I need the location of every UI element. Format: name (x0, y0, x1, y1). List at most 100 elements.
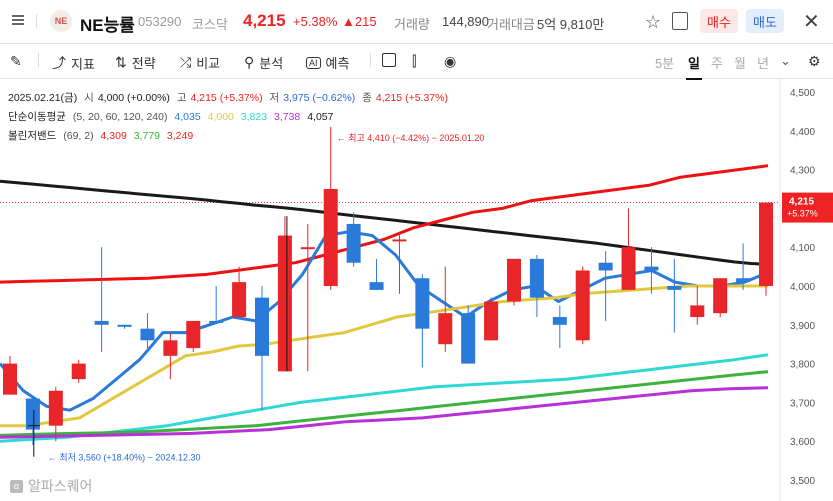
compare-label: 비교 (196, 56, 221, 71)
last-price-label: 4,215 (789, 197, 814, 208)
market-label: 코스닥 (192, 17, 228, 32)
bb-upper-value: 4,309 (100, 130, 127, 142)
candle-body (461, 313, 476, 364)
candle-body (690, 305, 705, 318)
min-annotation: ← 최저 3,560 (+18.40%) − 2024.12.30 (48, 453, 201, 463)
y-tick-label: 3,600 (790, 437, 815, 448)
change-pct: +5.38% (293, 14, 338, 29)
ma-label: 단순이동평균 (8, 111, 66, 123)
indicator-button[interactable]: ⤴ 지표 (52, 53, 95, 73)
camera-icon[interactable]: ◉ (444, 53, 457, 69)
candle-body (644, 266, 659, 271)
period-week[interactable]: 주 (711, 56, 723, 71)
y-tick-label: 3,900 (790, 321, 815, 332)
close-icon[interactable]: ✕ (803, 11, 820, 33)
gear-icon[interactable]: ⚙ (808, 53, 821, 69)
ma5-value: 4,035 (174, 111, 201, 123)
candle-body (598, 262, 613, 271)
stock-name[interactable]: NE능률 (80, 16, 135, 35)
candle-body (392, 239, 407, 242)
indicator-label: 지표 (71, 56, 95, 72)
bb-label: 볼린저밴드 (8, 130, 57, 142)
candle-body (621, 247, 636, 290)
buy-button[interactable]: 매수 (700, 9, 738, 33)
ma120-line (0, 386, 769, 439)
bb-upper-line (0, 164, 769, 284)
info-date: 2025.02.21(금) (8, 92, 78, 104)
candle-body (369, 282, 384, 290)
candle-body (507, 258, 521, 302)
candle-body (163, 340, 178, 356)
chevron-down-icon[interactable]: ⌄ (780, 53, 791, 68)
period-day[interactable]: 일 (686, 53, 702, 80)
candle-body (209, 320, 224, 323)
y-tick-label: 3,700 (790, 398, 815, 409)
close-value: 4,215 (+5.37%) (375, 92, 448, 104)
ma240-value: 4,057 (307, 111, 334, 123)
candle-body (346, 223, 361, 263)
bb-info: 볼린저밴드 (69, 2) 4,309 3,779 3,249 (8, 128, 197, 143)
ohlc-info: 2025.02.21(금) 시 4,000 (+0.00%) 고 4,215 (+5… (8, 90, 452, 105)
period-5min[interactable]: 5분 (655, 56, 675, 71)
candle-body (759, 202, 773, 286)
y-tick-label: 3,800 (790, 360, 815, 371)
list-icon[interactable] (10, 12, 26, 28)
open-label: 시 (84, 92, 94, 104)
square-icon[interactable] (382, 53, 396, 67)
ma-info: 단순이동평균 (5, 20, 60, 120, 240) 4,035 4,000… (8, 109, 337, 124)
watermark-text: 알파스퀘어 (28, 478, 93, 494)
last-pct-label: +5.37% (787, 209, 818, 219)
ma60-line (0, 353, 769, 443)
sell-button[interactable]: 매도 (746, 9, 784, 33)
strategy-icon: ⇅ (115, 54, 127, 70)
period-year[interactable]: 년 (757, 56, 769, 71)
period-month[interactable]: 월 (734, 56, 746, 71)
candle-body (232, 282, 247, 318)
candle-body (300, 247, 315, 250)
y-tick-label: 4,100 (790, 243, 815, 254)
candle-body (438, 313, 453, 345)
candle-body (3, 363, 17, 395)
clipboard-icon[interactable] (672, 12, 688, 30)
volume-value: 144,890 (442, 14, 489, 29)
y-tick-label: 3,500 (790, 476, 815, 487)
compare-button[interactable]: ⤮ 비교 (180, 53, 220, 72)
y-tick-label: 4,500 (790, 88, 815, 99)
close-label: 종 (362, 92, 372, 104)
low-label: 저 (269, 92, 280, 104)
last-price-tag (782, 192, 833, 223)
y-tick-label: 4,000 (790, 282, 815, 293)
ma60-value: 3,823 (240, 111, 268, 123)
open-value: 4,000 (+0.00%) (97, 92, 170, 104)
candle-icon[interactable]: ⫿ (412, 53, 417, 69)
bb-params: (69, 2) (63, 130, 94, 142)
divider (38, 53, 39, 67)
amount-value: 5억 9,810만 (537, 17, 605, 32)
candle-body (323, 189, 338, 286)
strategy-button[interactable]: ⇅ 전략 (115, 53, 156, 72)
ma120-value: 3,738 (274, 111, 301, 123)
high-value: 4,215 (+5.37%) (190, 92, 263, 104)
price-chart[interactable]: 4,5004,4004,3004,2004,1004,0003,9003,800… (0, 78, 833, 501)
candle-body (667, 286, 682, 290)
high-label: 고 (176, 92, 187, 104)
max-annotation: ← 최고 4,410 (−4.42%) − 2025.01.20 (337, 133, 485, 143)
bb-mid-value: 3,779 (133, 130, 160, 142)
star-icon[interactable]: ☆ (645, 12, 662, 32)
y-tick-label: 4,300 (790, 166, 815, 177)
candle-body (71, 363, 86, 380)
bb-lower-value: 3,249 (166, 130, 194, 142)
candle-body (575, 270, 590, 341)
company-logo: NE (50, 10, 72, 32)
pencil-icon[interactable]: ✎ (10, 53, 22, 69)
indicator-icon: ⤴ (52, 55, 66, 71)
ma240-line (0, 179, 769, 266)
candle-body (117, 324, 132, 327)
change-abs: ▲215 (342, 14, 377, 29)
ma-params: (5, 20, 60, 120, 240) (72, 111, 168, 123)
candle-body (186, 320, 201, 349)
change-abs-value: 215 (354, 14, 377, 29)
analysis-button[interactable]: ⚲ 분석 (244, 53, 283, 72)
forecast-button[interactable]: AI 예측 (306, 53, 349, 72)
amount-label: 거래대금 (487, 17, 535, 32)
